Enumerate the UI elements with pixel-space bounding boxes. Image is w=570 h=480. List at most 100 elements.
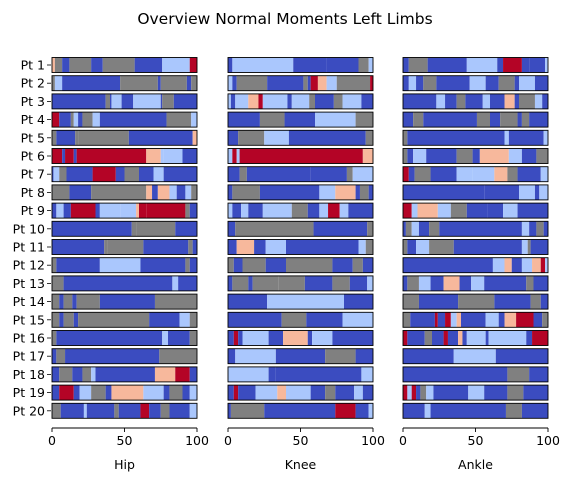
bar-segment [286, 385, 311, 401]
bar-segment [102, 57, 135, 73]
bar-segment [136, 203, 139, 219]
bar-segment [232, 203, 242, 219]
bar-segment [403, 203, 412, 219]
bar-segment [352, 257, 363, 273]
bar-segment [228, 330, 234, 346]
bar-segment [529, 366, 548, 382]
bar-segment [403, 385, 408, 401]
bar-segment [521, 148, 537, 164]
bar-segment [336, 75, 371, 91]
bar-frame [51, 75, 198, 92]
bar-segment [494, 166, 508, 182]
bar-segment [56, 348, 66, 364]
bar-segment [99, 203, 121, 219]
patient-label: Pt 17 [13, 349, 45, 364]
bar-segment [411, 203, 418, 219]
bar-frame [227, 330, 374, 346]
bar-segment [403, 130, 408, 146]
patient-label: Pt 7 [21, 167, 45, 182]
bar-segment [514, 75, 519, 91]
bar-segment [407, 130, 505, 146]
bar-segment [530, 294, 541, 310]
bar-frame [227, 166, 374, 183]
bar-segment [517, 203, 548, 219]
bar-segment [497, 57, 504, 73]
bar-segment [124, 166, 139, 182]
panels: 0 50 100 Hip 0 50 100 Knee 0 50 100 Ankle [48, 57, 560, 472]
bar-segment [420, 385, 427, 401]
bar-frame [402, 275, 549, 292]
bar-segment [175, 221, 197, 237]
patient-label: Pt 15 [13, 312, 45, 327]
bar-segment [255, 385, 278, 401]
bar-segment [521, 239, 528, 255]
bar-segment [287, 93, 292, 109]
bar-frame [51, 330, 198, 346]
x-tick-label: 0 [399, 433, 407, 448]
bar-segment [65, 348, 160, 364]
bar-frame [227, 293, 374, 310]
bar-segment [325, 348, 356, 364]
bar-segment [291, 203, 308, 219]
bar-segment [407, 148, 414, 164]
bar-segment [403, 275, 408, 291]
x-tick-label: 100 [185, 433, 209, 448]
bar-segment [370, 75, 373, 91]
x-tick-label: 0 [48, 433, 56, 448]
bar-segment [238, 330, 243, 346]
bar-segment [284, 112, 315, 128]
bar-segment [104, 239, 108, 255]
bar-segment [304, 275, 333, 291]
bar-segment [235, 93, 249, 109]
bar-frame [227, 202, 374, 219]
bar-frame [51, 348, 198, 365]
patient-label: Pt 19 [13, 385, 45, 400]
bar-segment [99, 257, 141, 273]
bar-segment [228, 57, 233, 73]
bar-frame [402, 239, 549, 255]
bar-frame [402, 148, 549, 164]
bar-segment [228, 366, 269, 382]
bar-segment [521, 257, 533, 273]
bar-segment [91, 366, 96, 382]
bar-segment [59, 366, 73, 382]
bar-segment [534, 75, 548, 91]
bar-segment [277, 385, 286, 401]
bar-segment [326, 75, 337, 91]
bar-segment [325, 385, 336, 401]
patient-label: Pt 11 [13, 240, 45, 255]
bar-frame [51, 293, 198, 310]
bar-segment [146, 203, 186, 219]
bar-segment [281, 312, 307, 328]
bar-frame [227, 184, 374, 201]
bar-segment [228, 239, 237, 255]
bar-segment [407, 330, 425, 346]
bar-segment [359, 184, 369, 200]
bar-segment [521, 403, 548, 419]
panel-ankle: 0 50 100 Ankle [399, 57, 560, 472]
bar-segment [332, 275, 350, 291]
patient-label: Pt 18 [13, 367, 45, 382]
bar-segment [315, 93, 334, 109]
bar-segment [361, 366, 373, 382]
bar-segment [536, 148, 548, 164]
bar-segment [139, 166, 154, 182]
bar-segment [426, 385, 434, 401]
bar-segment [82, 366, 92, 382]
bar-segment [63, 312, 74, 328]
bar-segment [456, 148, 473, 164]
bar-frame [51, 384, 198, 401]
bar-segment [173, 93, 197, 109]
bar-segment [485, 312, 499, 328]
bar-frame [51, 311, 198, 328]
bar-segment [526, 275, 534, 291]
bar-segment [335, 184, 356, 200]
bar-segment [52, 130, 57, 146]
bar-segment [160, 403, 170, 419]
bar-segment [92, 112, 100, 128]
bar-segment [403, 112, 414, 128]
bar-segment [236, 75, 268, 91]
bar-segment [495, 348, 548, 364]
bar-segment [436, 75, 470, 91]
